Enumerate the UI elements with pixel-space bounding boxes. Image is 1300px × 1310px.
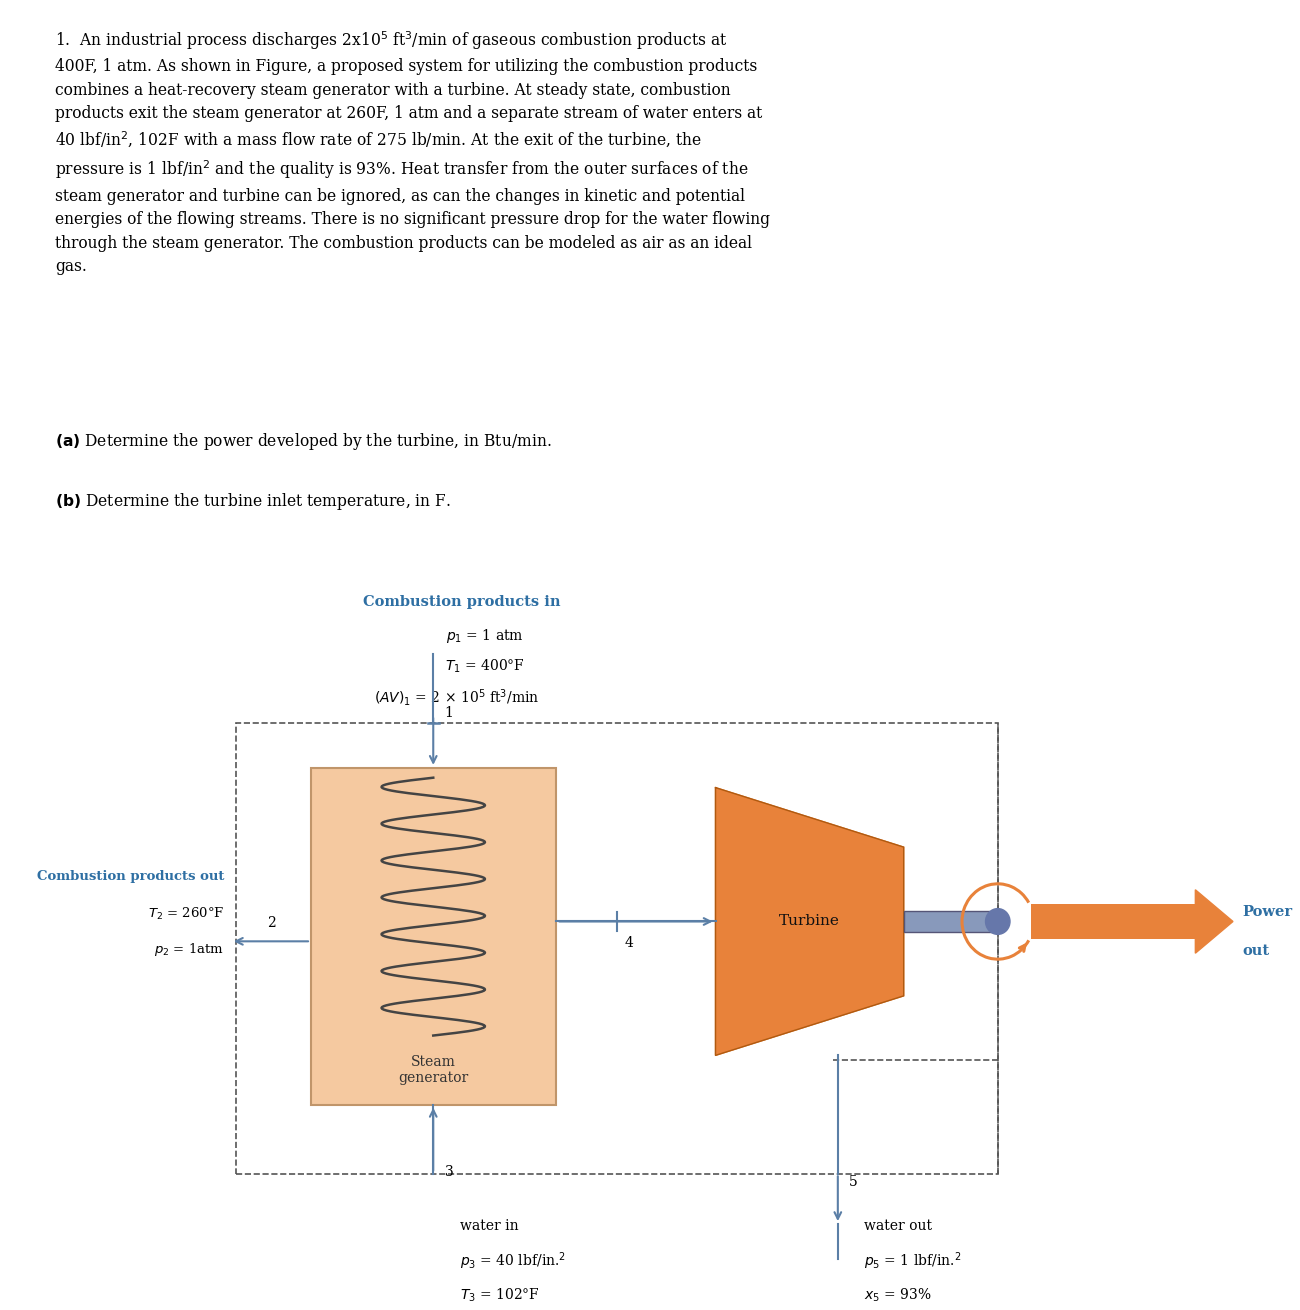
- Polygon shape: [715, 787, 904, 1056]
- Text: $p_1$ = 1 atm: $p_1$ = 1 atm: [446, 627, 524, 645]
- Text: 5: 5: [849, 1175, 858, 1189]
- Text: $p_3$ = 40 lbf/in.$^2$: $p_3$ = 40 lbf/in.$^2$: [460, 1251, 566, 1272]
- Text: Turbine: Turbine: [779, 914, 840, 929]
- Text: out: out: [1243, 945, 1270, 958]
- Text: Combustion products out: Combustion products out: [36, 870, 225, 883]
- Text: 3: 3: [445, 1166, 454, 1179]
- Bar: [903, 910, 993, 933]
- Bar: [311, 768, 555, 1104]
- Text: Power: Power: [1243, 905, 1292, 918]
- Text: $(AV)_1$ = 2 × 10$^5$ ft$^3$/min: $(AV)_1$ = 2 × 10$^5$ ft$^3$/min: [374, 686, 540, 707]
- Text: 1.  An industrial process discharges 2x10$^5$ ft$^3$/min of gaseous combustion p: 1. An industrial process discharges 2x10…: [55, 29, 770, 275]
- Text: Combustion products in: Combustion products in: [363, 595, 560, 609]
- Circle shape: [985, 909, 1010, 934]
- Text: Steam
generator: Steam generator: [398, 1055, 468, 1086]
- Polygon shape: [1195, 889, 1232, 954]
- Text: $\mathbf{(a)}$ Determine the power developed by the turbine, in Btu/min.: $\mathbf{(a)}$ Determine the power devel…: [55, 431, 551, 452]
- Text: $T_1$ = 400°F: $T_1$ = 400°F: [445, 658, 525, 676]
- Text: water in: water in: [460, 1218, 519, 1233]
- Text: water out: water out: [864, 1218, 932, 1233]
- Text: 1: 1: [445, 706, 454, 720]
- Text: $T_3$ = 102°F: $T_3$ = 102°F: [460, 1286, 540, 1303]
- Text: $x_5$ = 93%: $x_5$ = 93%: [864, 1286, 932, 1303]
- Text: $p_5$ = 1 lbf/in.$^2$: $p_5$ = 1 lbf/in.$^2$: [864, 1251, 962, 1272]
- Text: $\mathbf{(b)}$ Determine the turbine inlet temperature, in F.: $\mathbf{(b)}$ Determine the turbine inl…: [55, 491, 451, 512]
- Text: $p_2$ = 1atm: $p_2$ = 1atm: [155, 941, 225, 958]
- Text: 2: 2: [266, 917, 276, 930]
- Text: 4: 4: [624, 937, 633, 950]
- Text: $T_2$ = 260°F: $T_2$ = 260°F: [148, 905, 225, 922]
- Bar: [1031, 904, 1195, 939]
- Bar: [235, 723, 998, 1174]
